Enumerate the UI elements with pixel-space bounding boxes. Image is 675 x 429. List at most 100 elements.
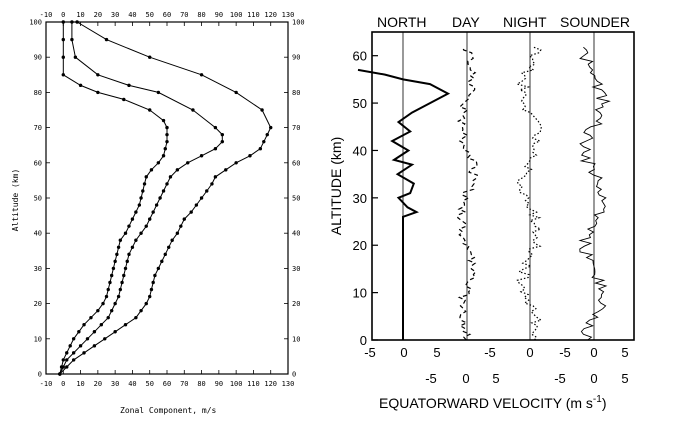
left-series-point — [109, 273, 114, 278]
left-series-point — [127, 224, 131, 228]
left-x-tick-label-bottom: 70 — [180, 380, 188, 388]
left-y-tick-label-left: 80 — [34, 89, 42, 97]
left-y-tick-label-left: 30 — [34, 265, 42, 273]
left-y-tick-label-right: 30 — [292, 265, 300, 273]
left-series-point — [165, 182, 169, 186]
left-x-tick-label-bottom: 10 — [76, 380, 84, 388]
left-x-tick-label-top: 80 — [197, 11, 205, 19]
left-series-point — [144, 224, 148, 228]
left-series-point — [148, 217, 152, 221]
left-series-point — [144, 301, 148, 306]
left-y-tick-label-right: 100 — [292, 19, 305, 27]
left-series-point — [213, 175, 218, 179]
right-x-tick-label-row1: 5 — [433, 345, 440, 360]
left-x-tick-label-top: 40 — [128, 11, 136, 19]
left-series-point — [161, 118, 166, 123]
left-series-point — [78, 83, 83, 88]
left-series-point — [65, 358, 69, 362]
left-series-point — [165, 139, 169, 144]
left-series-point — [96, 90, 100, 95]
left-series-point — [144, 175, 148, 179]
left-series-point — [167, 245, 171, 249]
left-x-tick-label-bottom: -10 — [40, 380, 53, 388]
left-series-line-1 — [59, 22, 168, 375]
left-x-tick-label-top: 60 — [163, 11, 171, 19]
left-series-point — [234, 161, 238, 165]
left-series-line-3 — [59, 21, 272, 375]
right-x-tick-label-row2: 0 — [590, 371, 597, 386]
right-x-tick-label-row2: -5 — [425, 371, 437, 386]
left-series-point — [205, 189, 209, 193]
left-series-point — [61, 37, 65, 42]
left-series-point — [71, 337, 76, 341]
left-y-tick-label-left: 60 — [34, 159, 42, 167]
left-series-point — [89, 315, 93, 320]
left-y-tick-label-left: 0 — [38, 371, 42, 379]
left-series-point — [210, 182, 214, 186]
right-plot-frame — [371, 31, 635, 341]
left-series-point — [61, 55, 65, 59]
left-series-point — [71, 358, 76, 362]
left-series-point — [265, 132, 269, 137]
left-series-point — [106, 287, 110, 292]
left-x-tick-label-bottom: 80 — [197, 380, 205, 388]
left-series-point — [154, 203, 159, 207]
left-series-point — [151, 210, 155, 214]
left-series-point — [123, 323, 128, 327]
left-x-tick-label-top: 110 — [247, 11, 260, 19]
left-x-tick-label-top: 0 — [61, 11, 65, 19]
left-series-point — [260, 108, 264, 112]
left-x-tick-label-bottom: 30 — [111, 380, 119, 388]
left-x-tick-label-top: 50 — [145, 11, 153, 19]
left-series-point — [103, 337, 107, 341]
right-y-tick-label: 60 — [353, 49, 367, 64]
left-y-tick-label-right: 90 — [292, 54, 300, 62]
left-series-point — [77, 330, 81, 334]
left-series-point — [130, 245, 135, 249]
left-series-point — [141, 189, 145, 193]
left-series-point — [120, 280, 124, 285]
panel-title-north: NORTH — [377, 14, 427, 30]
left-series-point — [73, 55, 78, 59]
left-series-point — [118, 287, 123, 292]
left-zonal-chart: -10-100010102020303040405050606070708080… — [11, 11, 305, 415]
left-y-tick-label-left: 20 — [34, 300, 42, 308]
left-series-point — [139, 308, 143, 313]
left-series-point — [96, 73, 100, 77]
left-x-tick-label-top: 120 — [264, 11, 277, 19]
left-series-point — [123, 266, 128, 271]
left-series-point — [220, 132, 225, 137]
left-series-point — [139, 196, 143, 200]
left-series-point — [127, 252, 131, 257]
left-y-tick-label-right: 20 — [292, 300, 300, 308]
left-series-point — [224, 168, 228, 172]
left-x-tick-label-top: 10 — [76, 11, 84, 19]
right-x-tick-label-row1: 0 — [400, 345, 407, 360]
left-x-tick-label-bottom: 50 — [145, 380, 153, 388]
right-x-tick-label-row2: 0 — [462, 371, 469, 386]
left-series-point — [130, 217, 135, 221]
right-x-axis-label: EQUATORWARD VELOCITY (m s-1) — [379, 394, 607, 411]
left-y-tick-label-left: 100 — [29, 19, 42, 27]
left-series-point — [96, 308, 100, 313]
left-y-tick-label-right: 40 — [292, 230, 300, 238]
left-series-point — [125, 259, 129, 264]
left-series-point — [165, 132, 169, 137]
left-series-point — [142, 182, 147, 186]
right-x-tick-label-row1: -5 — [484, 345, 496, 360]
left-series-point — [106, 315, 110, 320]
left-series-point — [191, 108, 195, 112]
left-series-point — [122, 97, 126, 102]
left-series-point — [68, 344, 72, 348]
left-series-point — [151, 280, 155, 285]
left-y-axis-label: Altitude (km) — [11, 169, 20, 232]
left-series-point — [61, 20, 65, 24]
left-series-point — [108, 280, 112, 285]
left-series-point — [82, 351, 86, 355]
right-x-axis-label-main: EQUATORWARD VELOCITY (m s — [379, 395, 593, 411]
right-y-tick-label: 10 — [353, 286, 367, 301]
left-x-tick-label-bottom: 120 — [264, 380, 277, 388]
left-series-point — [148, 108, 152, 112]
left-y-tick-label-right: 60 — [292, 159, 300, 167]
left-series-point — [182, 217, 186, 221]
